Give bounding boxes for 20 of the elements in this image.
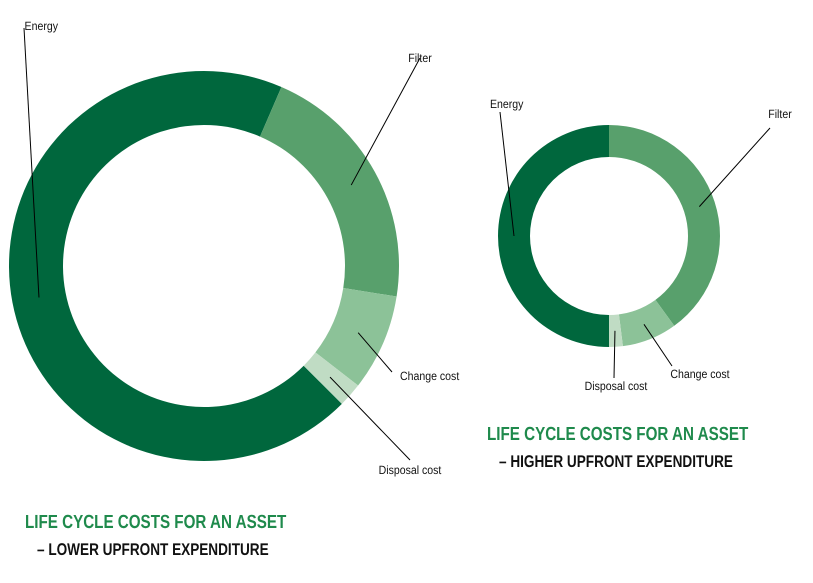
text: LIFE CYCLE COSTS FOR AN ASSET [487,422,749,444]
donut-slice [9,71,342,461]
slice-label: Energy [490,98,524,112]
donut-slice [498,125,609,347]
slice-label: Disposal cost [584,380,648,394]
slice-label: Filter [408,52,432,66]
slice-label: Change cost [400,370,460,384]
slice-label: Disposal cost [378,464,442,478]
text: – LOWER UPFRONT EXPENDITURE [37,540,269,560]
donut-slice [609,314,623,347]
slice-label: Energy [24,20,58,34]
text: – HIGHER UPFRONT EXPENDITURE [499,452,733,472]
donut-slice [609,125,720,326]
donut-slice [304,352,358,404]
donut-slice [260,87,399,297]
donut-slice [618,300,674,346]
slice-label: Filter [768,108,792,122]
text: LIFE CYCLE COSTS FOR AN ASSET [25,510,287,532]
donut-slice [315,288,397,386]
slice-label: Change cost [670,368,730,382]
